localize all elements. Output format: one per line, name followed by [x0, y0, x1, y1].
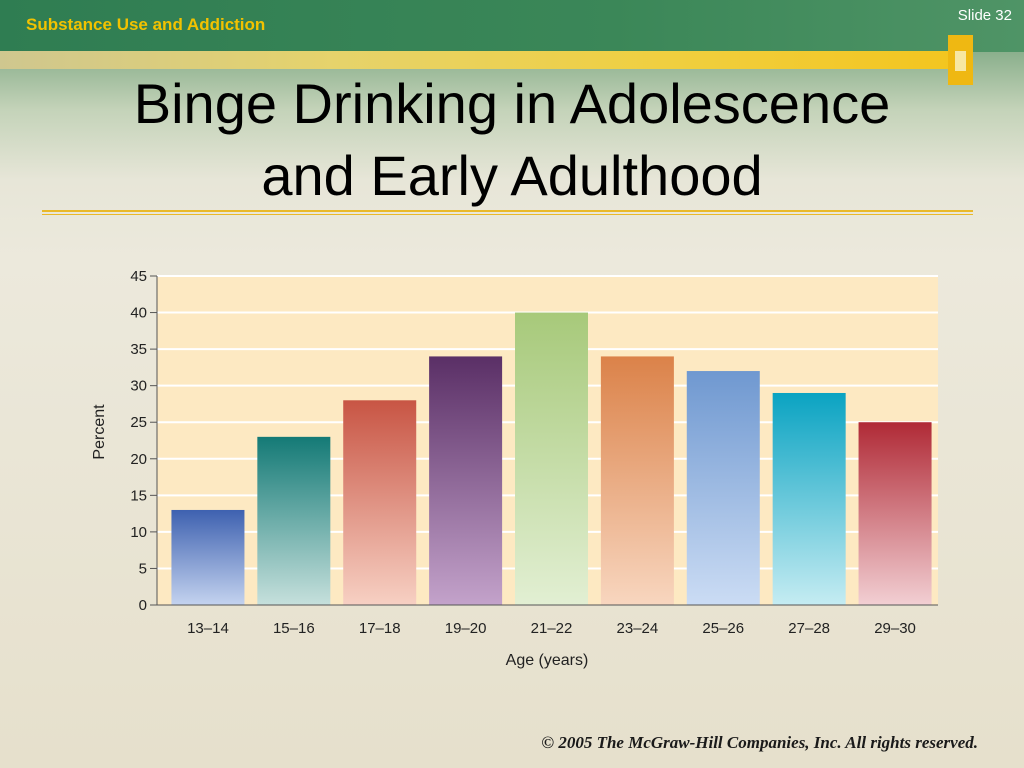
y-axis-title: Percent [91, 404, 108, 460]
copyright-notice: © 2005 The McGraw-Hill Companies, Inc. A… [541, 733, 978, 752]
y-tick-label: 20 [130, 451, 147, 468]
x-tick-label: 19–20 [445, 620, 487, 637]
bar-15–16 [257, 436, 331, 605]
slide-title-line-2: and Early Adulthood [261, 144, 763, 207]
bar-21–22 [515, 312, 588, 605]
y-tick-label: 15 [130, 487, 147, 504]
accent-square [948, 35, 973, 85]
header-bar [0, 0, 1024, 52]
bar-27–28 [772, 392, 846, 605]
x-tick-label: 29–30 [874, 620, 916, 637]
x-tick-label: 23–24 [617, 620, 659, 637]
y-tick-label: 10 [130, 524, 147, 541]
bar-19–20 [429, 356, 503, 605]
y-tick-label: 0 [139, 597, 147, 614]
y-tick-label: 35 [130, 341, 147, 358]
y-tick-label: 30 [130, 378, 147, 395]
x-tick-label: 21–22 [531, 620, 573, 637]
x-tick-label: 25–26 [702, 620, 744, 637]
x-tick-label: 27–28 [788, 620, 830, 637]
y-tick-label: 40 [130, 305, 147, 322]
bar-13–14 [171, 509, 245, 605]
slide-title-line-1: Binge Drinking in Adolescence [133, 72, 891, 135]
x-axis-title: Age (years) [506, 652, 589, 669]
x-tick-label: 15–16 [273, 620, 315, 637]
slide-title: Binge Drinking in Adolescence and Early … [0, 68, 1024, 212]
bar-23–24 [600, 356, 674, 605]
y-tick-label: 25 [130, 414, 147, 431]
y-tick-label: 5 [139, 560, 147, 577]
bar-25–26 [686, 371, 760, 605]
x-axis: 13–14 15–16 17–18 19–20 21–22 23–24 25–26 27–28… [157, 604, 938, 637]
accent-strip [0, 51, 958, 69]
section-title: Substance Use and Addiction [26, 15, 266, 34]
slide-number: Slide 32 [957, 7, 1012, 24]
bar-29–30 [858, 422, 932, 605]
title-rule [42, 210, 973, 215]
x-tick-label: 17–18 [359, 620, 401, 637]
bars [171, 312, 932, 605]
y-tick-label: 45 [130, 268, 147, 285]
bar-17–18 [343, 400, 417, 605]
x-tick-label: 13–14 [187, 620, 229, 637]
y-axis: 0 5 10 15 20 25 30 35 40 45 [130, 268, 158, 614]
